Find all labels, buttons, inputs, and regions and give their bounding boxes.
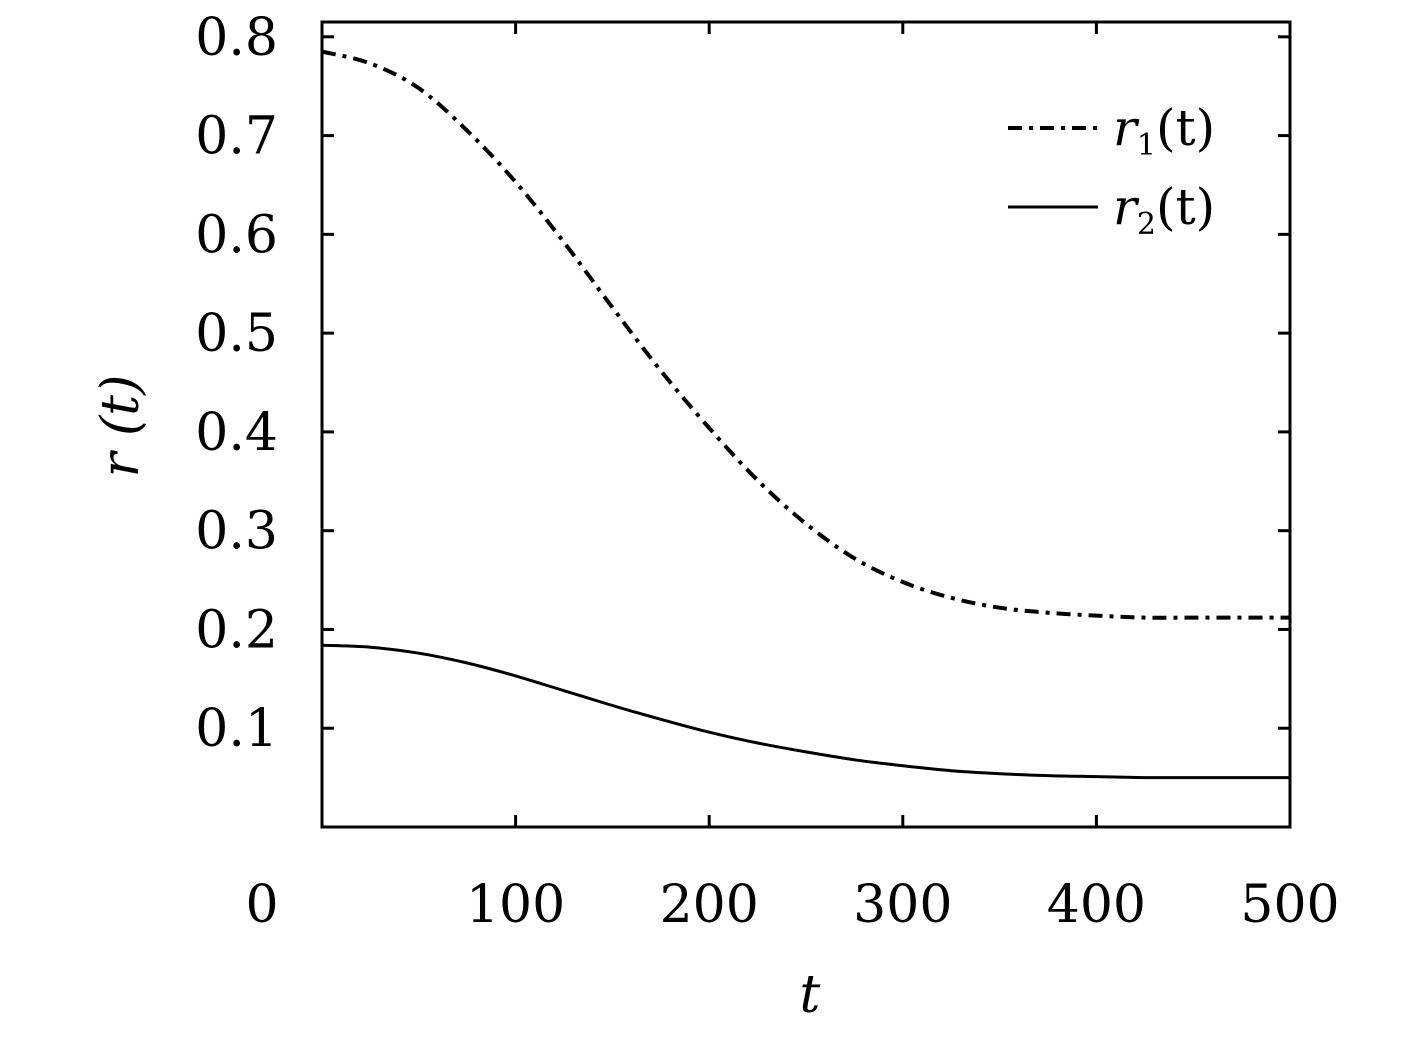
y-tick-label: 0.7: [195, 107, 278, 167]
legend-entry-r2: r2(t): [1008, 178, 1215, 242]
legend-r1-sub: 1: [1137, 128, 1156, 163]
legend-r1-base: r: [1113, 99, 1140, 157]
svg-text:r2(t): r2(t): [1113, 178, 1215, 242]
y-tick-label: 0.4: [195, 403, 278, 463]
legend-r1-arg: (t): [1156, 99, 1215, 157]
tick-labels: 0 100 200 300 400 500 0.1 0.2 0.3 0.4 0.5 0.6 0.7 0.8: [195, 8, 1339, 935]
series-line-2: [321, 643, 1290, 780]
series-lines: [321, 49, 1291, 780]
x-tick-label: 300: [853, 875, 952, 935]
x-tick-label: 100: [466, 875, 565, 935]
y-tick-label: 0.3: [195, 502, 278, 562]
y-axis-label: r (t): [91, 375, 151, 478]
y-tick-label: 0.6: [195, 205, 278, 265]
x-tick-label: 500: [1240, 875, 1339, 935]
x-tick-label: 400: [1047, 875, 1146, 935]
axis-ticks: [322, 22, 1290, 827]
legend-entry-r1: r1(t): [1008, 99, 1215, 163]
y-tick-label: 0.2: [195, 600, 278, 660]
legend-r2-base: r: [1113, 178, 1140, 236]
x-tick-label: 200: [660, 875, 759, 935]
x-tick-label: 0: [245, 875, 278, 935]
legend-r2-arg: (t): [1156, 178, 1215, 236]
x-axis-label: t: [800, 965, 821, 1025]
plot-frame: [320, 20, 1292, 829]
legend-r2-sub: 2: [1137, 207, 1156, 242]
y-tick-label: 0.5: [195, 304, 278, 364]
svg-text:r1(t): r1(t): [1113, 99, 1215, 163]
legend: r1(t) r2(t): [1008, 99, 1215, 242]
y-tick-label: 0.1: [195, 699, 278, 759]
series-line-1: [321, 49, 1291, 620]
y-tick-label: 0.8: [195, 8, 278, 68]
